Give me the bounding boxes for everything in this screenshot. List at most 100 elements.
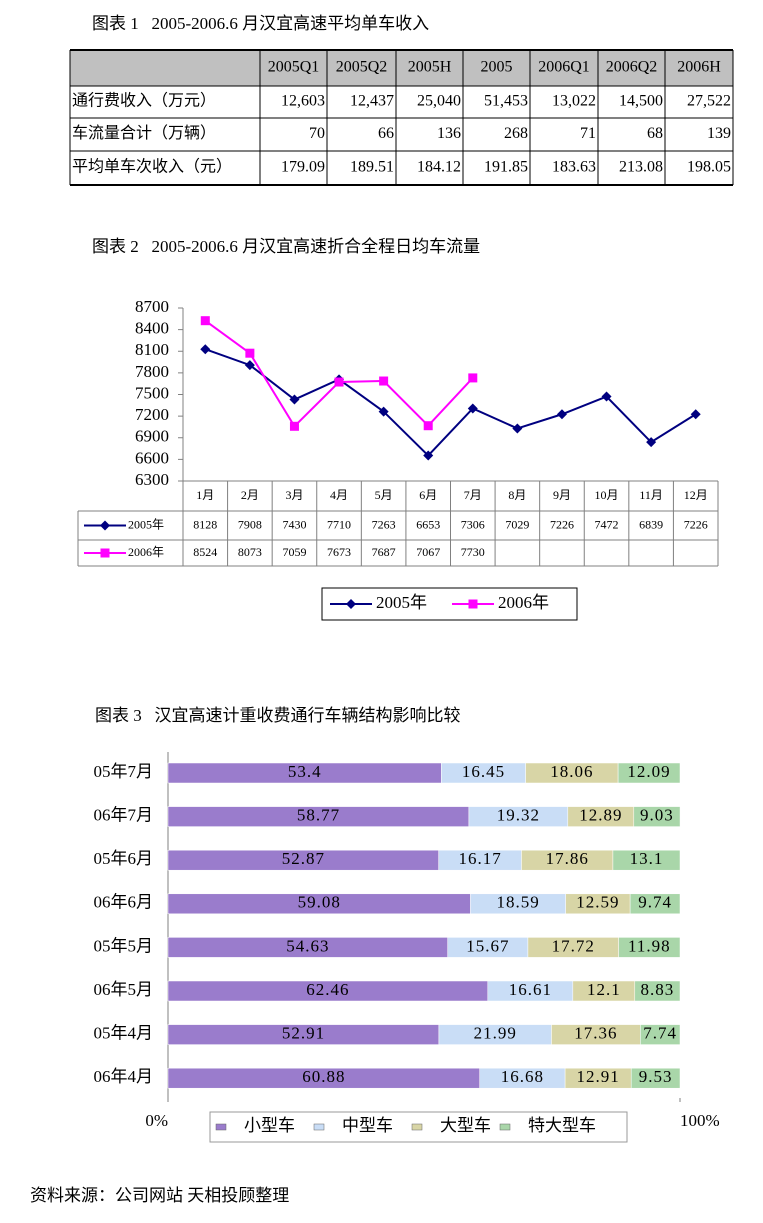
table-cell: 70	[309, 125, 325, 142]
legend-box	[209, 1111, 628, 1143]
table-header: 2006Q2	[606, 59, 658, 76]
y-tick-label: 06年7月	[94, 806, 154, 825]
x-tick-label: 10月	[595, 488, 619, 502]
legend-label: 大型车	[440, 1116, 491, 1135]
table-cell: 136	[437, 125, 461, 142]
table-header: 2005	[481, 59, 513, 76]
table-cell: 213.08	[619, 159, 663, 176]
legend-swatch	[499, 1123, 511, 1131]
data-table-value: 6653	[416, 517, 440, 531]
legend-swatch	[215, 1123, 227, 1131]
bar-segment	[612, 849, 681, 871]
table-header: 2005H	[408, 59, 452, 76]
data-table-value: 7059	[282, 545, 306, 559]
table-cell: 12,437	[350, 93, 394, 110]
marker	[200, 344, 211, 355]
data-table-value: 7710	[327, 517, 351, 531]
data-table-value: 7730	[461, 545, 485, 559]
legend-swatch	[411, 1123, 423, 1131]
table-cell: 183.63	[552, 159, 596, 176]
y-tick-label: 6600	[135, 448, 169, 467]
table-title: 图表 1 2005-2006.6 月汉宜高速平均单车收入	[92, 14, 429, 33]
data-label: 12.91	[577, 1067, 620, 1086]
x-tick-label: 100%	[680, 1111, 720, 1130]
bar-segment	[640, 1024, 681, 1045]
y-tick-label: 05年5月	[94, 936, 154, 955]
marker	[423, 450, 434, 461]
data-label: 9.03	[640, 806, 674, 825]
data-label: 9.74	[638, 893, 672, 912]
data-label: 58.77	[297, 806, 340, 825]
data-label: 52.91	[282, 1024, 325, 1043]
legend-label: 特大型车	[528, 1116, 596, 1135]
data-table-value: 6839	[639, 517, 663, 531]
x-tick-label: 9月	[553, 488, 571, 502]
marker	[200, 316, 210, 326]
marker	[378, 406, 389, 417]
y-tick-label: 06年5月	[94, 980, 154, 999]
marker	[100, 520, 110, 531]
chart-title: 图表 2 2005-2006.6 月汉宜高速折合全程日均车流量	[92, 237, 480, 256]
table-cell: 51,453	[484, 93, 528, 110]
row-label: 平均单车次收入（元）	[72, 158, 232, 176]
y-tick-label: 8400	[135, 319, 169, 338]
table-cell: 25,040	[417, 93, 461, 110]
table-cell: 66	[378, 125, 394, 142]
legend-box	[321, 587, 578, 621]
data-label: 7.74	[643, 1024, 677, 1043]
x-tick-label: 1月	[196, 488, 214, 502]
bar-segment	[617, 762, 681, 784]
legend-label: 2006年	[498, 593, 549, 612]
data-label: 15.67	[466, 936, 509, 955]
table-header: 2005Q1	[268, 59, 320, 76]
table-header: 2006Q1	[538, 59, 590, 76]
data-table-value: 7472	[595, 517, 619, 531]
marker	[245, 348, 255, 358]
data-label: 16.61	[509, 980, 552, 999]
marker	[346, 599, 356, 609]
marker	[379, 376, 389, 386]
marker	[468, 599, 478, 609]
bar-segment	[629, 893, 681, 915]
data-table-value: 7687	[372, 545, 396, 559]
bar-segment	[633, 806, 681, 827]
marker	[244, 360, 255, 371]
source-note: 资料来源：公司网站 天相投顾整理	[30, 1186, 289, 1205]
table-cell: 268	[504, 125, 528, 142]
data-table-value: 8128	[193, 517, 217, 531]
data-table-value: 7430	[282, 517, 306, 531]
marker	[468, 373, 478, 383]
data-table-value: 8524	[193, 545, 217, 559]
legend-label: 小型车	[244, 1116, 295, 1135]
data-table-value: 7263	[372, 517, 396, 531]
data-label: 8.83	[641, 980, 675, 999]
data-table-value: 7306	[461, 517, 485, 531]
chart-title: 图表 3 汉宜高速计重收费通行车辆结构影响比较	[95, 706, 461, 725]
table-cell: 71	[580, 125, 596, 142]
table-cell: 191.85	[484, 159, 528, 176]
data-table-value: 7067	[416, 545, 440, 559]
data-label: 18.59	[496, 893, 539, 912]
row-label: 通行费收入（万元）	[72, 92, 216, 110]
data-label: 16.45	[462, 762, 505, 781]
data-table-value: 7029	[505, 517, 529, 531]
y-tick-label: 05年4月	[94, 1024, 154, 1043]
marker	[690, 409, 701, 420]
bar-segment	[618, 937, 681, 958]
bar-segment	[630, 1067, 681, 1089]
y-tick-label: 7500	[135, 383, 169, 402]
x-tick-label: 5月	[375, 488, 393, 502]
x-tick-label: 3月	[285, 488, 303, 502]
table-header: 2005Q2	[336, 59, 388, 76]
table-cell: 14,500	[619, 93, 663, 110]
y-tick-label: 06年4月	[94, 1067, 154, 1086]
x-tick-label: 6月	[419, 488, 437, 502]
data-label: 9.53	[639, 1067, 673, 1086]
data-label: 19.32	[497, 806, 540, 825]
x-tick-label: 2月	[241, 488, 259, 502]
table-cell: 139	[707, 125, 731, 142]
y-tick-label: 05年6月	[94, 849, 154, 868]
table-cell: 13,022	[552, 93, 596, 110]
data-label: 17.72	[552, 936, 595, 955]
table-cell: 179.09	[281, 159, 325, 176]
